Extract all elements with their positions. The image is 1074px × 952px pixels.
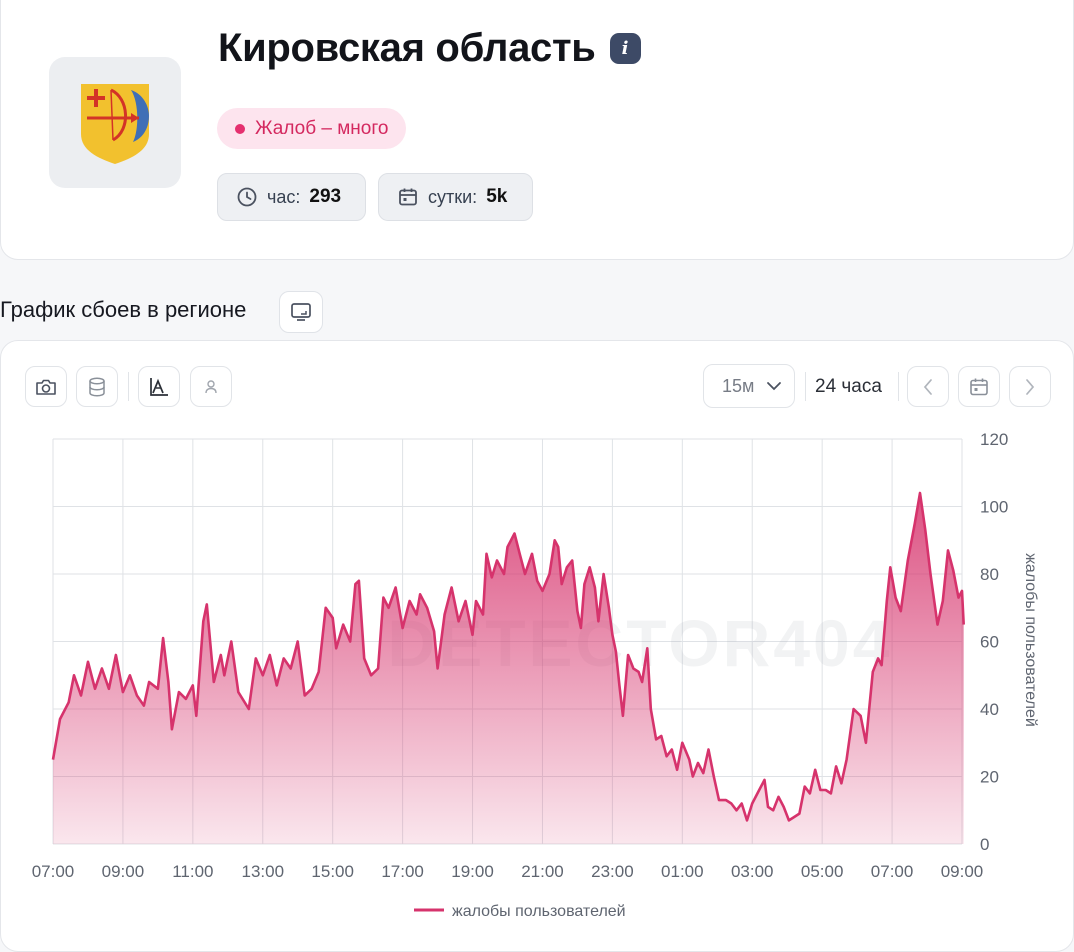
status-dot-icon <box>235 123 245 134</box>
date-picker-button[interactable] <box>958 366 1000 407</box>
user-icon <box>205 379 217 393</box>
interval-value: 15м <box>722 375 755 396</box>
info-icon[interactable]: i <box>609 33 641 64</box>
chevron-left-icon <box>923 378 932 395</box>
stat-day-label: сутки: <box>428 186 478 207</box>
stat-day-value: 5k <box>486 186 508 207</box>
toolbar-divider <box>805 372 806 401</box>
database-icon <box>89 376 105 397</box>
monitor-icon <box>291 303 311 321</box>
screenshot-button[interactable] <box>25 366 67 407</box>
section-title: График сбоев в регионе <box>0 297 247 322</box>
stat-hour: час: 293 <box>217 173 366 221</box>
region-header: Кировская область i <box>218 26 641 71</box>
calendar-icon <box>970 378 988 395</box>
toolbar-divider <box>128 372 129 401</box>
chevron-right-icon <box>1026 378 1035 395</box>
page-title: Кировская область <box>218 26 596 70</box>
stat-day: сутки: 5k <box>378 173 533 221</box>
calendar-icon <box>399 188 417 206</box>
chart-type-button[interactable] <box>138 366 180 407</box>
data-button[interactable] <box>76 366 118 407</box>
status-text: Жалоб – много <box>255 117 389 139</box>
chart-card <box>0 340 1074 952</box>
prev-button[interactable] <box>907 366 949 407</box>
users-button[interactable] <box>190 366 232 407</box>
status-badge: Жалоб – много <box>217 108 407 149</box>
clock-icon <box>237 187 257 207</box>
range-label[interactable]: 24 часа <box>815 376 882 397</box>
chevron-down-icon <box>767 382 781 391</box>
chart-area-icon <box>150 377 168 396</box>
stat-hour-label: час: <box>267 186 301 207</box>
camera-icon <box>36 379 56 395</box>
region-logo <box>49 57 181 188</box>
embed-button[interactable] <box>279 291 323 333</box>
coat-of-arms-icon <box>81 83 149 164</box>
next-button[interactable] <box>1009 366 1051 407</box>
stat-hour-value: 293 <box>309 186 342 207</box>
interval-select[interactable]: 15м <box>703 364 795 408</box>
toolbar-divider <box>898 372 899 401</box>
